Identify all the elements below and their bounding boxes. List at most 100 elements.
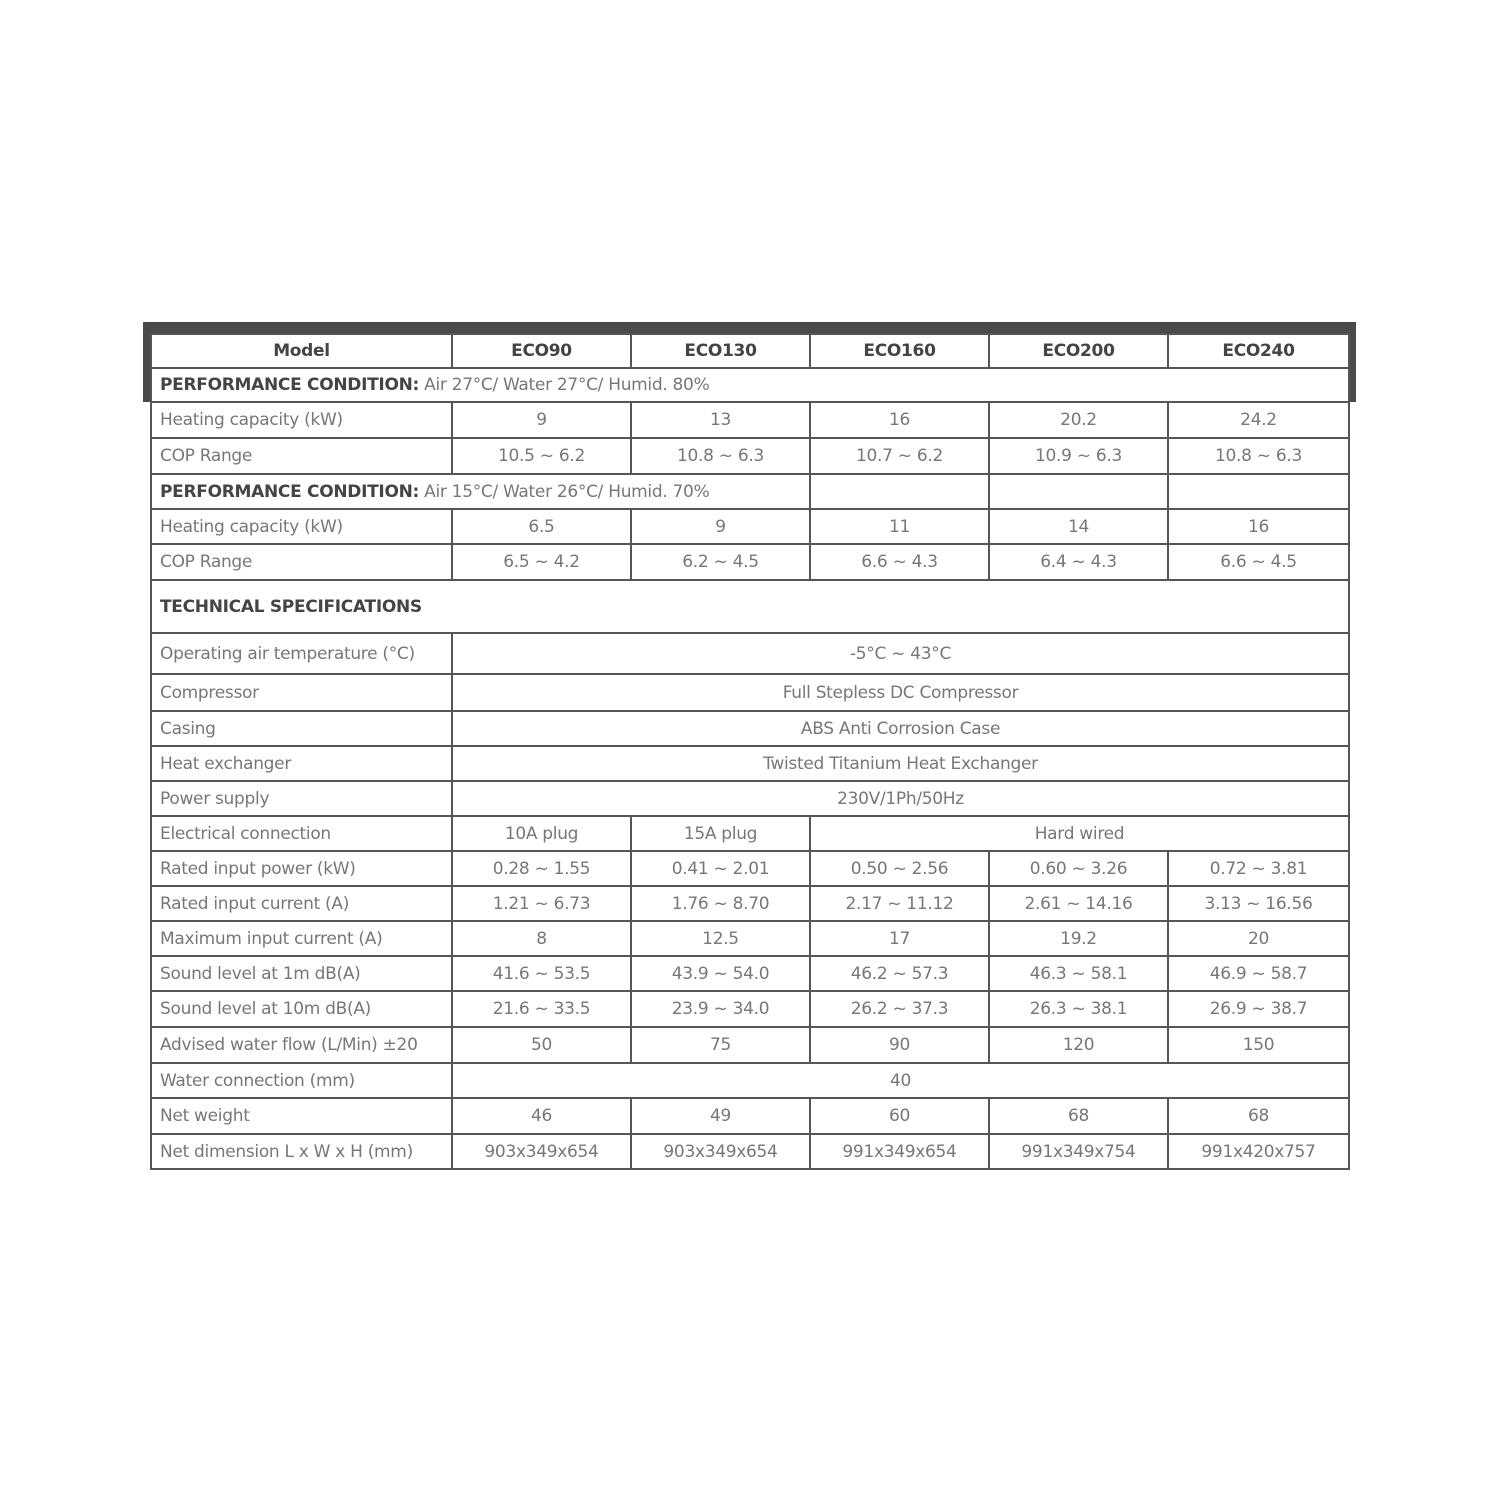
header-row: Model ECO90 ECO130 ECO160 ECO200 ECO240 (150, 333, 1350, 369)
value-cell: 10.7 ~ 6.2 (809, 437, 990, 475)
table-row: Maximum input current (A) 8 12.5 17 19.2 20 (150, 920, 1350, 957)
empty-cell (1167, 473, 1350, 510)
value-cell: 10.8 ~ 6.3 (630, 437, 811, 475)
value-cell: 90 (809, 1026, 990, 1064)
value-cell: 50 (451, 1026, 632, 1064)
table-row: COP Range 10.5 ~ 6.2 10.8 ~ 6.3 10.7 ~ 6.2 1… (150, 437, 1350, 475)
value-cell: 16 (809, 401, 990, 439)
value-cell: 1.21 ~ 6.73 (451, 885, 632, 922)
section-row: TECHNICAL SPECIFICATIONS (150, 579, 1350, 634)
model-column-header: ECO160 (809, 333, 990, 369)
value-cell: 46.3 ~ 58.1 (988, 955, 1169, 992)
condition-row: PERFORMANCE CONDITION: Air 27°C/ Water 2… (150, 367, 1350, 403)
value-cell: 11 (809, 508, 990, 545)
model-column-header: ECO90 (451, 333, 632, 369)
row-label: Advised water flow (L/Min) ±20 (150, 1026, 453, 1064)
table-row: Sound level at 10m dB(A) 21.6 ~ 33.5 23.9 … (150, 990, 1350, 1028)
table-row: Rated input current (A) 1.21 ~ 6.73 1.76 ~… (150, 885, 1350, 922)
row-label: Net dimension L x W x H (mm) (150, 1133, 453, 1170)
table-row: Operating air temperature (°C) -5°C ~ 43°… (150, 632, 1350, 675)
row-label: COP Range (150, 437, 453, 475)
value-cell: 9 (630, 508, 811, 545)
value-cell: 40 (451, 1062, 1350, 1099)
value-cell: 991x349x654 (809, 1133, 990, 1170)
model-column-header: ECO130 (630, 333, 811, 369)
performance-condition: PERFORMANCE CONDITION: Air 15°C/ Water 2… (150, 473, 811, 510)
table-row: COP Range 6.5 ~ 4.2 6.2 ~ 4.5 6.6 ~ 4.3 6.4 … (150, 543, 1350, 581)
value-cell: 6.6 ~ 4.5 (1167, 543, 1350, 581)
value-cell: ABS Anti Corrosion Case (451, 710, 1350, 747)
value-cell: 120 (988, 1026, 1169, 1064)
spec-table: Model ECO90 ECO130 ECO160 ECO200 ECO240 PERFOR… (150, 333, 1350, 1170)
model-column-header: ECO200 (988, 333, 1169, 369)
value-cell: 43.9 ~ 54.0 (630, 955, 811, 992)
table-row: Sound level at 1m dB(A) 41.6 ~ 53.5 43.9 ~… (150, 955, 1350, 992)
value-cell: 19.2 (988, 920, 1169, 957)
model-header: Model (150, 333, 453, 369)
value-cell: 9 (451, 401, 632, 439)
value-cell: 10.5 ~ 6.2 (451, 437, 632, 475)
value-cell: 46.9 ~ 58.7 (1167, 955, 1350, 992)
value-cell: 150 (1167, 1026, 1350, 1064)
value-cell: 10A plug (451, 815, 632, 852)
value-cell: 14 (988, 508, 1169, 545)
value-cell: 6.6 ~ 4.3 (809, 543, 990, 581)
table-row: Rated input power (kW) 0.28 ~ 1.55 0.41 ~ … (150, 850, 1350, 887)
value-cell: 6.5 (451, 508, 632, 545)
row-label: Sound level at 10m dB(A) (150, 990, 453, 1028)
table-row: Heat exchanger Twisted Titanium Heat Exch… (150, 745, 1350, 782)
condition-text: Air 15°C/ Water 26°C/ Humid. 70% (419, 481, 710, 502)
value-cell: 12.5 (630, 920, 811, 957)
value-cell: 2.17 ~ 11.12 (809, 885, 990, 922)
section-title: TECHNICAL SPECIFICATIONS (150, 579, 1350, 634)
value-cell: 20.2 (988, 401, 1169, 439)
row-label: Electrical connection (150, 815, 453, 852)
value-cell: 13 (630, 401, 811, 439)
row-label: Rated input power (kW) (150, 850, 453, 887)
table-row: Heating capacity (kW) 6.5 9 11 14 16 (150, 508, 1350, 545)
table-row: Net dimension L x W x H (mm) 903x349x654 9… (150, 1133, 1350, 1170)
row-label: Heating capacity (kW) (150, 401, 453, 439)
row-label: COP Range (150, 543, 453, 581)
row-label: Rated input current (A) (150, 885, 453, 922)
value-cell: 41.6 ~ 53.5 (451, 955, 632, 992)
value-cell: 991x349x754 (988, 1133, 1169, 1170)
value-cell: 991x420x757 (1167, 1133, 1350, 1170)
value-cell: 0.72 ~ 3.81 (1167, 850, 1350, 887)
value-cell: Full Stepless DC Compressor (451, 673, 1350, 712)
table-row: Compressor Full Stepless DC Compressor (150, 673, 1350, 712)
condition-title: PERFORMANCE CONDITION: (160, 481, 420, 502)
condition-row: PERFORMANCE CONDITION: Air 15°C/ Water 2… (150, 473, 1350, 510)
row-label: Heat exchanger (150, 745, 453, 782)
value-cell: Hard wired (809, 815, 1350, 852)
value-cell: -5°C ~ 43°C (451, 632, 1350, 675)
value-cell: 23.9 ~ 34.0 (630, 990, 811, 1028)
value-cell: 0.41 ~ 2.01 (630, 850, 811, 887)
performance-condition: PERFORMANCE CONDITION: Air 27°C/ Water 2… (150, 367, 1350, 403)
value-cell: 49 (630, 1097, 811, 1135)
table-row: Advised water flow (L/Min) ±20 50 75 90 120 1… (150, 1026, 1350, 1064)
value-cell: 26.2 ~ 37.3 (809, 990, 990, 1028)
model-column-header: ECO240 (1167, 333, 1350, 369)
value-cell: 0.50 ~ 2.56 (809, 850, 990, 887)
value-cell: 26.3 ~ 38.1 (988, 990, 1169, 1028)
empty-cell (988, 473, 1169, 510)
table-row: Net weight 46 49 60 68 68 (150, 1097, 1350, 1135)
empty-cell (809, 473, 990, 510)
value-cell: 20 (1167, 920, 1350, 957)
value-cell: 8 (451, 920, 632, 957)
value-cell: 60 (809, 1097, 990, 1135)
table-row: Heating capacity (kW) 9 13 16 20.2 24.2 (150, 401, 1350, 439)
row-label: Net weight (150, 1097, 453, 1135)
table-row: Water connection (mm) 40 (150, 1062, 1350, 1099)
value-cell: Twisted Titanium Heat Exchanger (451, 745, 1350, 782)
row-label: Heating capacity (kW) (150, 508, 453, 545)
value-cell: 903x349x654 (451, 1133, 632, 1170)
table-row: Electrical connection 10A plug 15A plug Har… (150, 815, 1350, 852)
value-cell: 10.8 ~ 6.3 (1167, 437, 1350, 475)
value-cell: 6.4 ~ 4.3 (988, 543, 1169, 581)
value-cell: 6.2 ~ 4.5 (630, 543, 811, 581)
value-cell: 15A plug (630, 815, 811, 852)
value-cell: 46.2 ~ 57.3 (809, 955, 990, 992)
condition-title: PERFORMANCE CONDITION: (160, 375, 420, 395)
